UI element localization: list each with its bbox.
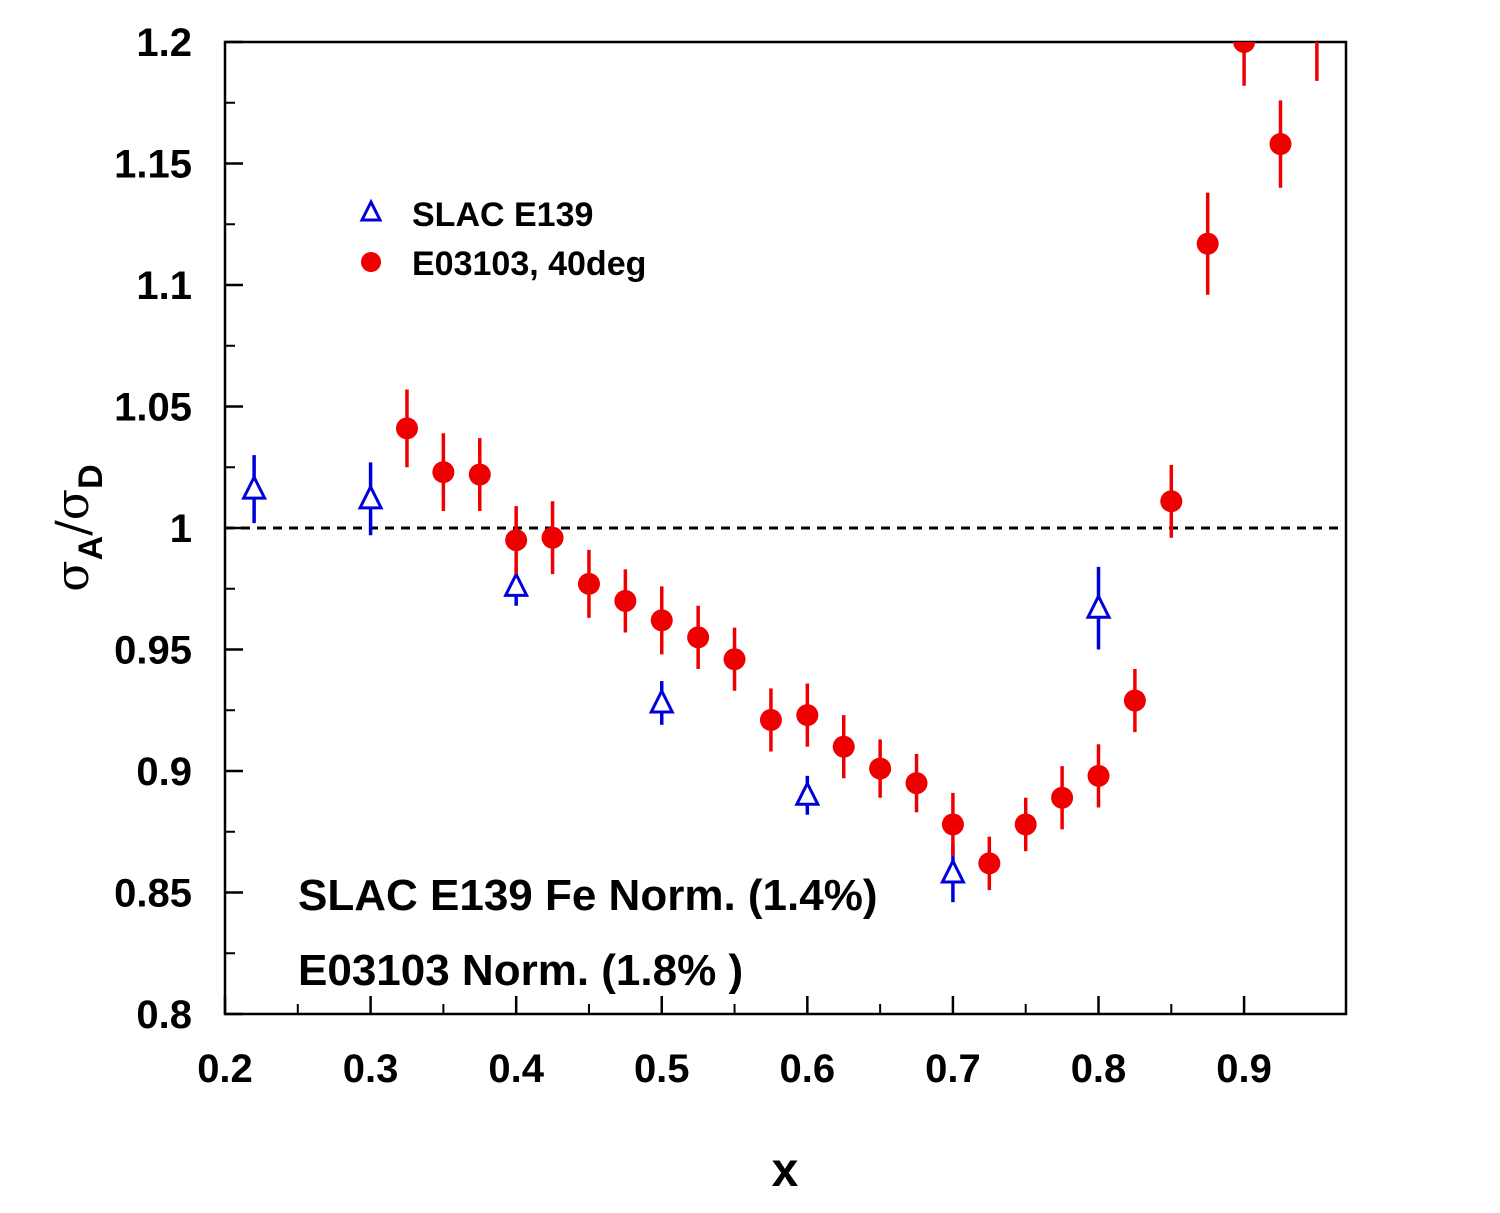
y-tick-label: 0.95 xyxy=(114,629,192,673)
y-label-slash: / xyxy=(45,520,99,536)
data-point-e03103 xyxy=(796,704,819,727)
data-point-slac-e139 xyxy=(357,483,384,510)
data-point-slac-e139 xyxy=(241,473,268,500)
data-point-e03103 xyxy=(832,735,855,758)
data-point-e03103 xyxy=(505,529,528,552)
data-point-e03103 xyxy=(614,589,637,612)
y-tick-label: 1.1 xyxy=(136,264,192,308)
x-tick-label: 0.8 xyxy=(1071,1047,1127,1091)
x-axis-label: x xyxy=(772,1144,799,1197)
data-point-e03103 xyxy=(1051,786,1074,809)
legend: SLAC E139 E03103, 40deg xyxy=(359,196,646,283)
data-point-e03103 xyxy=(759,708,782,731)
data-point-e03103 xyxy=(869,757,892,780)
y-label-sub-d: D xyxy=(72,464,110,489)
data-point-slac-e139 xyxy=(1085,592,1112,619)
x-tick-label: 0.4 xyxy=(488,1047,544,1091)
y-tick-label: 1 xyxy=(170,507,192,551)
y-axis-label: σA/σD xyxy=(45,464,110,591)
annotation-e03103-norm: E03103 Norm. (1.8% ) xyxy=(298,946,743,995)
data-point-e03103 xyxy=(468,463,491,486)
data-point-e03103 xyxy=(1087,764,1110,787)
data-point-slac-e139 xyxy=(939,857,966,884)
x-tick-label: 0.5 xyxy=(634,1047,690,1091)
legend-label-series-1: SLAC E139 xyxy=(412,196,593,234)
legend-label-series-2: E03103, 40deg xyxy=(412,245,646,283)
data-point-e03103 xyxy=(1014,813,1037,836)
x-tick-label: 0.2 xyxy=(197,1047,253,1091)
data-point-e03103 xyxy=(395,417,418,440)
y-tick-label: 0.8 xyxy=(136,993,192,1037)
x-axis-ticks: 0.2 0.3 0.4 0.5 0.6 0.7 0.8 0.9 xyxy=(197,996,1272,1091)
data-point-e03103 xyxy=(941,813,964,836)
data-point-e03103 xyxy=(687,626,710,649)
y-tick-label: 1.15 xyxy=(114,143,192,187)
y-tick-label: 0.9 xyxy=(136,750,192,794)
data-point-e03103 xyxy=(723,648,746,671)
data-point-e03103 xyxy=(1306,2,1328,24)
data-point-e03103 xyxy=(1269,133,1292,156)
x-tick-label: 0.3 xyxy=(343,1047,399,1091)
data-point-e03103 xyxy=(650,609,673,632)
y-label-sub-a: A xyxy=(72,536,110,561)
data-point-e03103 xyxy=(541,526,564,549)
y-tick-label: 0.85 xyxy=(114,872,192,916)
data-series xyxy=(241,2,1328,903)
y-tick-label: 1.05 xyxy=(114,386,192,430)
data-point-e03103 xyxy=(577,572,600,595)
data-point-slac-e139 xyxy=(794,779,821,806)
data-point-e03103 xyxy=(978,852,1001,875)
y-label-sigma-a: σ xyxy=(45,560,99,591)
data-point-slac-e139 xyxy=(503,570,530,597)
data-point-e03103 xyxy=(432,461,455,484)
data-point-e03103 xyxy=(905,772,928,795)
data-point-e03103 xyxy=(1233,42,1256,53)
data-point-e03103 xyxy=(1196,232,1219,255)
legend-marker-triangle xyxy=(359,198,383,222)
y-axis-ticks: 0.8 0.85 0.9 0.95 1 1.05 1.1 1.15 1.2 xyxy=(114,21,243,1037)
data-point-e03103 xyxy=(1123,689,1146,712)
x-tick-label: 0.9 xyxy=(1216,1047,1272,1091)
x-tick-label: 0.6 xyxy=(780,1047,836,1091)
x-tick-label: 0.7 xyxy=(925,1047,981,1091)
legend-marker-circle xyxy=(361,252,381,272)
y-label-sigma-d: σ xyxy=(45,489,99,520)
y-tick-label: 1.2 xyxy=(136,21,192,65)
data-point-slac-e139 xyxy=(648,687,675,714)
data-point-e03103 xyxy=(1160,490,1183,513)
annotation-slac-norm: SLAC E139 Fe Norm. (1.4%) xyxy=(298,871,878,920)
